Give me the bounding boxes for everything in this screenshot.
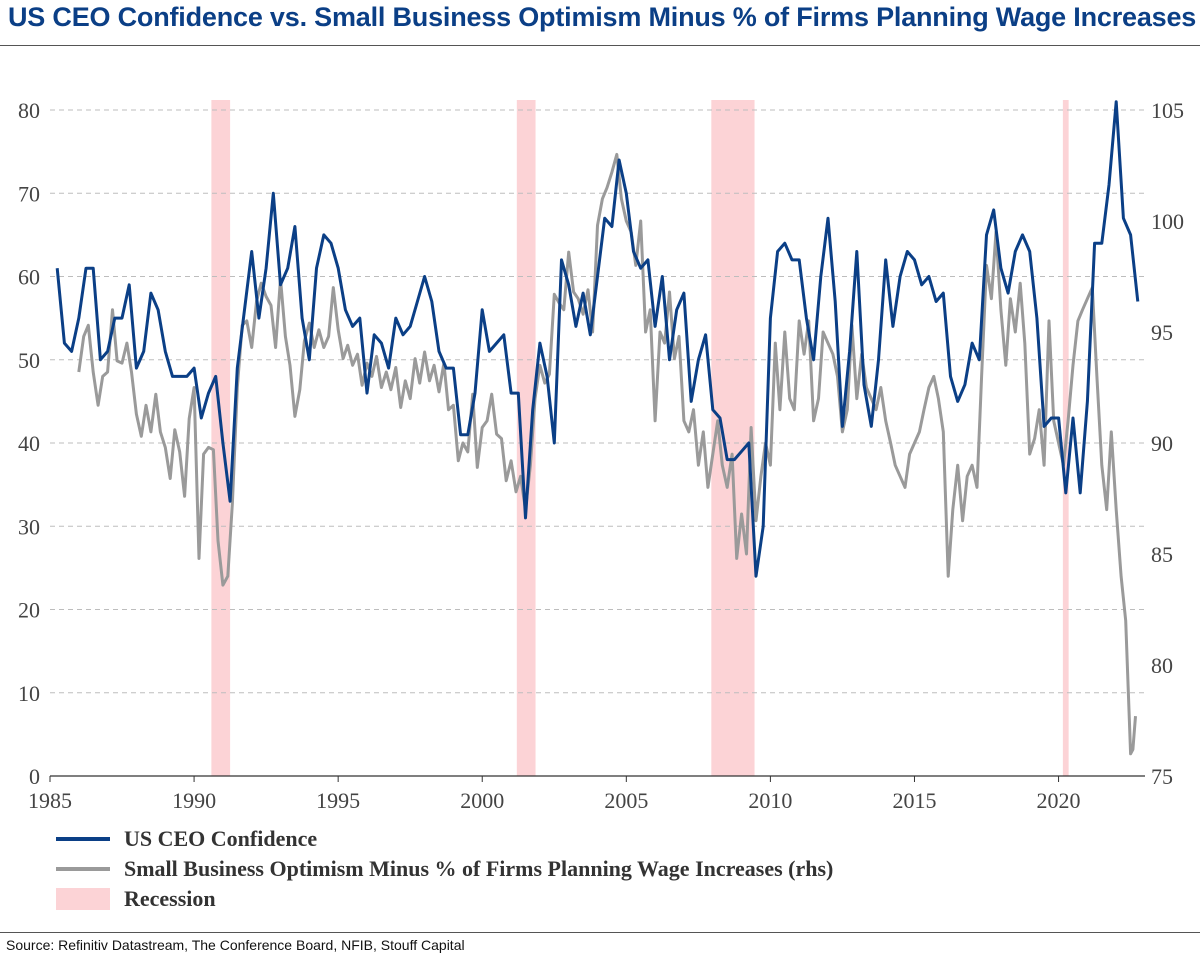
x-tick-label: 1990 xyxy=(172,788,216,813)
x-tick-label: 1985 xyxy=(28,788,72,813)
source-note: Source: Refinitiv Datastream, The Confer… xyxy=(6,937,465,953)
right-tick-label: 100 xyxy=(1151,209,1184,234)
right-tick-label: 75 xyxy=(1151,764,1173,789)
left-axis-ticks: 0 10 20 30 40 50 60 70 80 xyxy=(18,98,40,789)
right-tick-label: 95 xyxy=(1151,320,1173,345)
title-divider xyxy=(0,45,1200,46)
x-axis-ticks: 1985 1990 1995 2000 2005 2010 2015 2020 xyxy=(28,776,1081,813)
x-tick-label: 2015 xyxy=(892,788,936,813)
right-axis-ticks: 75 80 85 90 95 100 105 xyxy=(1151,98,1184,789)
legend-swatch-ceo xyxy=(56,837,110,841)
x-tick-label: 1995 xyxy=(316,788,360,813)
gridlines xyxy=(50,109,1145,777)
x-tick-label: 2020 xyxy=(1037,788,1081,813)
left-tick-label: 50 xyxy=(18,348,40,373)
legend-label-recession: Recession xyxy=(124,886,216,911)
legend-label-ceo: US CEO Confidence xyxy=(124,826,318,851)
left-tick-label: 80 xyxy=(18,98,40,123)
legend: US CEO Confidence Small Business Optimis… xyxy=(56,824,833,914)
recession-band-1 xyxy=(516,100,536,776)
legend-item-ceo: US CEO Confidence xyxy=(56,824,833,854)
left-tick-label: 70 xyxy=(18,181,40,206)
series-line-ceo-confidence xyxy=(55,100,1140,578)
recession-bands xyxy=(211,100,1069,776)
right-tick-label: 90 xyxy=(1151,431,1173,456)
right-tick-label: 85 xyxy=(1151,542,1173,567)
right-tick-label: 80 xyxy=(1151,653,1173,678)
chart-title: US CEO Confidence vs. Small Business Opt… xyxy=(8,2,1197,32)
legend-swatch-recession xyxy=(56,888,110,910)
left-tick-label: 40 xyxy=(18,431,40,456)
recession-band-2 xyxy=(711,100,755,776)
series-lines xyxy=(55,100,1140,756)
legend-item-nfib: Small Business Optimism Minus % of Firms… xyxy=(56,854,833,884)
source-divider xyxy=(0,932,1200,933)
x-tick-label: 2010 xyxy=(748,788,792,813)
left-tick-label: 0 xyxy=(29,764,40,789)
legend-item-recession: Recession xyxy=(56,884,833,914)
right-tick-label: 105 xyxy=(1151,98,1184,123)
recession-band-0 xyxy=(211,100,231,776)
legend-label-nfib: Small Business Optimism Minus % of Firms… xyxy=(124,856,834,881)
x-tick-label: 2000 xyxy=(460,788,504,813)
left-tick-label: 20 xyxy=(18,598,40,623)
left-tick-label: 60 xyxy=(18,265,40,290)
legend-swatch-nfib xyxy=(56,867,110,871)
left-tick-label: 10 xyxy=(18,681,40,706)
left-tick-label: 30 xyxy=(18,514,40,539)
x-tick-label: 2005 xyxy=(604,788,648,813)
series-line-small-business-optimism xyxy=(77,152,1137,756)
